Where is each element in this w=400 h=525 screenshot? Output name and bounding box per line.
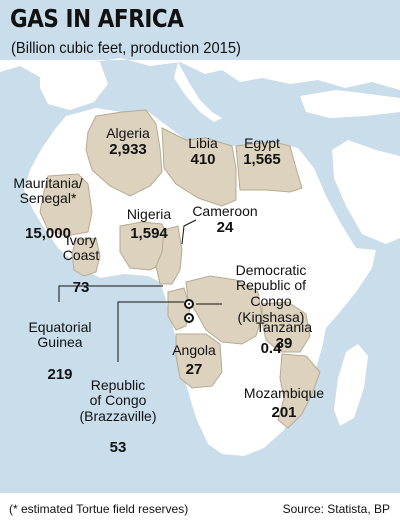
country-name: Mauritania/ Senegal*	[13, 174, 83, 207]
label-ivory-coast: Ivory Coast 73	[56, 217, 106, 312]
location-marker-icon	[184, 313, 194, 323]
page-title: GAS IN AFRICA	[10, 4, 184, 33]
country-name: Ivory Coast	[62, 231, 100, 264]
country-value: 2,933	[109, 140, 147, 158]
region-mauritania-senegal	[39, 173, 93, 237]
label-libia: Libia 410	[180, 135, 226, 168]
label-mauritania-senegal: Mauritania/ Senegal* 15,000	[8, 160, 88, 258]
leader-line-cameroon	[181, 219, 197, 245]
country-value: 39	[275, 334, 293, 352]
country-value: 15,000	[25, 224, 71, 242]
region-mozambique	[277, 353, 321, 429]
label-egypt: Egypt 1,565	[237, 135, 287, 168]
country-value: 73	[72, 278, 90, 296]
region-drc	[185, 275, 263, 345]
country-name: Egypt	[244, 135, 280, 151]
land-europe	[0, 58, 400, 90]
region-ivory-coast	[71, 237, 101, 277]
leader-line-rep-congo	[117, 301, 184, 362]
region-tanzania	[261, 301, 311, 353]
source-credit: Source: Statista, BP	[282, 502, 390, 516]
page-subtitle: (Billion cubic feet, production 2015)	[11, 40, 241, 57]
label-mozambique: Mozambique 201	[242, 385, 326, 421]
region-libia	[161, 127, 237, 207]
label-angola: Angola 27	[166, 342, 222, 378]
region-algeria	[85, 109, 163, 197]
label-tanzania: Tanzania 39	[253, 319, 315, 352]
country-value: 53	[109, 439, 127, 457]
label-drc: Democratic Republic of Congo (Kinshasa) …	[214, 247, 328, 374]
land-madagascar	[334, 344, 368, 426]
country-value: 24	[216, 218, 234, 236]
location-marker-icon	[184, 299, 194, 309]
country-name: Republic of Congo (Brazzaville)	[79, 376, 157, 425]
label-equatorial-guinea: Equatorial Guinea 219	[24, 304, 96, 399]
country-name: Tanzania	[255, 319, 313, 335]
land-arabia	[332, 140, 400, 244]
country-value: 219	[47, 365, 73, 383]
leader-line-equatorial-guinea	[58, 285, 163, 302]
country-name: Nigeria	[126, 206, 172, 222]
country-value: 1,565	[243, 150, 281, 168]
country-name: Libia	[188, 135, 218, 151]
country-name: Angola	[172, 342, 216, 358]
land-iberia	[40, 62, 108, 110]
region-angola	[175, 333, 223, 389]
country-name: Algeria	[106, 125, 150, 141]
label-cameroon: Cameroon 24	[191, 203, 259, 236]
country-value: 27	[185, 360, 203, 378]
country-name: Mozambique	[243, 385, 325, 401]
country-name: Cameroon	[192, 203, 258, 219]
land-italy	[174, 62, 222, 122]
region-cameroon	[155, 225, 183, 285]
label-rep-congo: Republic of Congo (Brazzaville) 53	[78, 362, 158, 473]
country-value: 1,594	[130, 224, 168, 242]
country-name: Democratic Republic of Congo (Kinshasa)	[235, 261, 307, 325]
country-value: 410	[190, 150, 216, 168]
land-turkey	[300, 90, 400, 118]
country-name: Equatorial Guinea	[28, 318, 92, 351]
label-algeria: Algeria 2,933	[98, 125, 158, 158]
country-value: 201	[271, 403, 297, 421]
footer: (* estimated Tortue field reserves) Sour…	[0, 493, 400, 525]
country-value: 0.4	[260, 340, 282, 358]
label-nigeria: Nigeria 1,594	[122, 206, 176, 242]
footnote: (* estimated Tortue field reserves)	[9, 502, 189, 516]
region-egypt	[235, 141, 303, 193]
